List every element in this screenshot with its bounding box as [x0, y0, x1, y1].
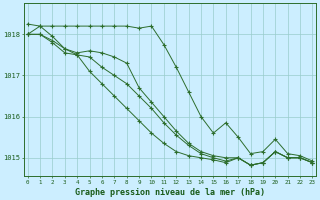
- X-axis label: Graphe pression niveau de la mer (hPa): Graphe pression niveau de la mer (hPa): [75, 188, 265, 197]
